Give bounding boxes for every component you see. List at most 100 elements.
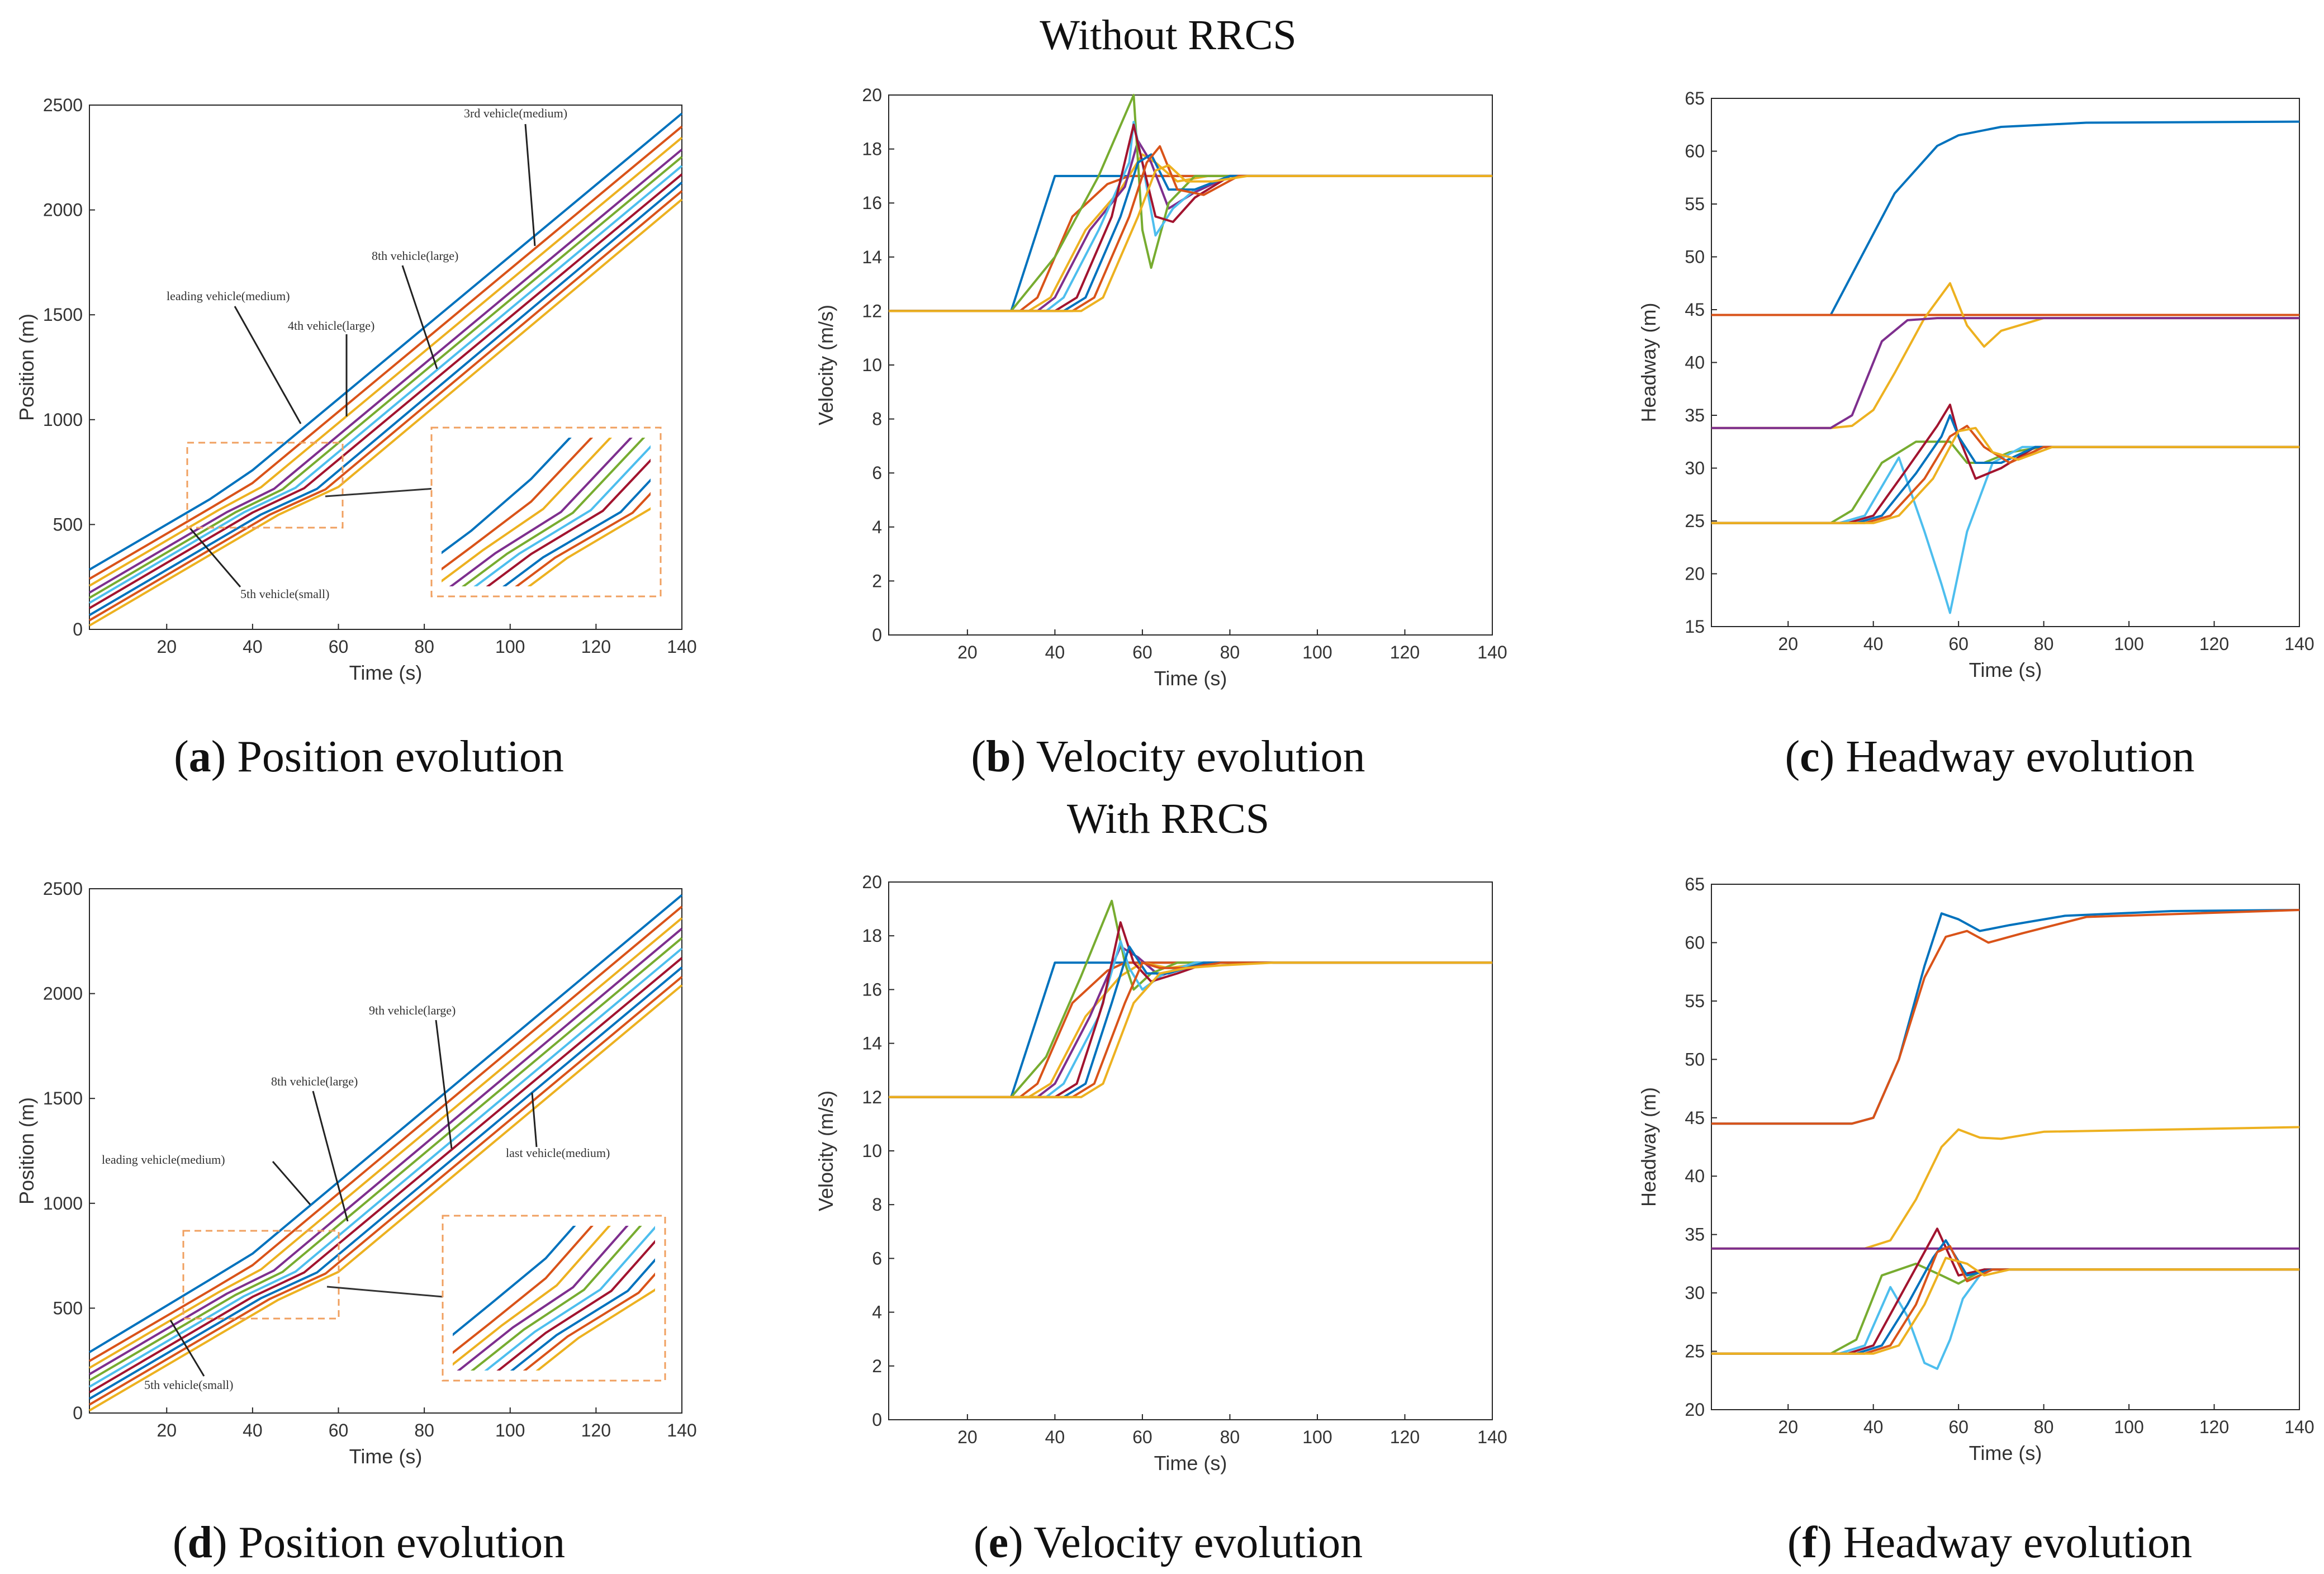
x-axis-label: Time (s) — [1969, 658, 2042, 681]
series-line — [889, 164, 1492, 312]
annotation-arrow — [272, 1161, 311, 1205]
y-axis-label: Position (m) — [15, 314, 38, 421]
series-line — [889, 145, 1492, 312]
axes-box — [1711, 884, 2300, 1410]
y-tick-label: 14 — [862, 1033, 882, 1054]
x-tick-label: 60 — [329, 637, 349, 657]
inset-series-line — [442, 438, 613, 583]
y-tick-label: 2 — [872, 1356, 882, 1376]
y-tick-label: 40 — [1685, 353, 1705, 373]
y-tick-label: 1500 — [43, 305, 83, 325]
y-tick-label: 2500 — [43, 879, 83, 899]
y-tick-label: 20 — [862, 85, 882, 105]
x-tick-label: 140 — [2284, 634, 2314, 654]
series-line — [889, 174, 1492, 312]
y-tick-label: 0 — [872, 625, 882, 645]
headway-chart-bottom: 20 40 60 80 100 120 140 20 25 30 35 40 45 50 55 60 65 Tim… — [1637, 874, 2314, 1567]
y-tick-label: 30 — [1685, 1283, 1705, 1303]
series-line — [88, 984, 683, 1412]
series-line — [88, 173, 683, 609]
caption-d: (d) Position evolution — [173, 1518, 565, 1567]
series-line — [889, 153, 1492, 312]
x-tick-label: 20 — [1778, 634, 1798, 654]
x-tick-label: 40 — [1863, 1417, 1884, 1437]
x-tick-label: 100 — [1302, 1427, 1332, 1447]
caption-text: Position evolution — [237, 732, 564, 781]
series-line — [88, 937, 683, 1382]
inset-series-line — [502, 478, 651, 586]
y-tick-label: 6 — [872, 1248, 882, 1268]
annotation-label: 8th vehicle(large) — [271, 1074, 358, 1088]
velocity-chart-top: 20 40 60 80 100 120 140 0 2 4 6 8 10 12 14 16 18 20 Time (… — [814, 85, 1507, 781]
x-tick-label: 100 — [2114, 634, 2143, 654]
y-tick-label: 12 — [862, 301, 882, 321]
plot-area: 20 40 60 80 100 120 140 0 2 4 6 8 10 12 14 16 18 20 Time (… — [814, 85, 1507, 690]
series-line — [1711, 1239, 2299, 1355]
y-tick-label: 20 — [1685, 1400, 1705, 1420]
y-axis-label: Headway (m) — [1637, 302, 1660, 422]
x-tick-label: 60 — [329, 1420, 349, 1440]
annotation-label: 8th vehicle(large) — [372, 249, 458, 263]
inset-series-line — [453, 1226, 611, 1366]
x-tick-label: 40 — [1045, 642, 1065, 662]
x-tick-label: 120 — [1390, 642, 1420, 662]
x-tick-label: 140 — [2284, 1417, 2314, 1437]
annotation-arrow — [401, 265, 438, 369]
zoom-arrow — [326, 1286, 456, 1299]
annotation-label: 5th vehicle(small) — [240, 587, 329, 601]
x-tick-label: 80 — [2034, 1417, 2054, 1437]
caption-text: Velocity evolution — [1036, 732, 1365, 781]
axes-box — [1711, 98, 2300, 627]
annotation-arrow — [169, 1320, 205, 1377]
y-tick-label: 16 — [862, 193, 882, 213]
inset-series-line — [442, 438, 594, 571]
x-tick-label: 80 — [1220, 1427, 1240, 1447]
series-line — [889, 124, 1492, 312]
y-tick-label: 8 — [872, 409, 882, 429]
inset-series-line — [486, 458, 651, 586]
x-tick-label: 60 — [1948, 1417, 1969, 1437]
x-axis-label: Time (s) — [349, 1445, 423, 1468]
y-tick-label: 10 — [862, 1141, 882, 1161]
series-line — [1711, 440, 2299, 524]
series-line — [88, 112, 683, 571]
axes-box — [888, 881, 1493, 1420]
annotation-label: 3rd vehicle(medium) — [464, 106, 567, 120]
y-tick-label: 14 — [862, 247, 882, 267]
series-line — [88, 165, 683, 604]
y-tick-label: 55 — [1685, 194, 1705, 214]
zoom-arrow — [325, 486, 450, 497]
plot-area: 20 40 60 80 100 120 140 20 25 30 35 40 45 50 55 60 65 Tim… — [1637, 874, 2314, 1464]
series-group — [88, 112, 683, 627]
y-tick-label: 60 — [1685, 932, 1705, 952]
annotation-label: leading vehicle(medium) — [102, 1153, 225, 1167]
section-title-top: Without RRCS — [1040, 12, 1296, 59]
annotation-arrow — [234, 306, 302, 424]
y-tick-label: 0 — [73, 619, 83, 639]
y-tick-label: 18 — [862, 926, 882, 946]
annotation-label: last vehicle(medium) — [506, 1146, 610, 1160]
y-tick-label: 16 — [862, 979, 882, 999]
position-chart-top: 20 40 60 80 100 120 140 0 500 1000 1500 2000 2500 Tim… — [15, 95, 697, 781]
y-tick-label: 35 — [1685, 405, 1705, 425]
x-tick-label: 100 — [1302, 642, 1332, 662]
x-tick-label: 60 — [1948, 634, 1969, 654]
y-axis-label: Headway (m) — [1637, 1087, 1660, 1207]
x-tick-label: 80 — [2034, 634, 2054, 654]
y-tick-label: 1000 — [43, 410, 83, 430]
inset-series-line — [535, 1288, 655, 1371]
series-line — [1711, 1126, 2300, 1250]
annotation-arrow — [531, 1092, 538, 1148]
section-title-bottom: With RRCS — [1067, 795, 1269, 842]
x-tick-label: 20 — [156, 1420, 177, 1440]
x-tick-label: 120 — [581, 1420, 611, 1440]
x-tick-label: 140 — [1477, 1427, 1507, 1447]
inset-series-group — [453, 1226, 655, 1371]
y-tick-label: 10 — [862, 355, 882, 375]
series-line — [1711, 120, 2300, 316]
inset-series-line — [461, 438, 646, 586]
caption-f: (f) Headway evolution — [1787, 1518, 2192, 1567]
y-axis-label: Velocity (m/s) — [814, 305, 837, 425]
caption-a: (a) Position evolution — [174, 732, 564, 781]
